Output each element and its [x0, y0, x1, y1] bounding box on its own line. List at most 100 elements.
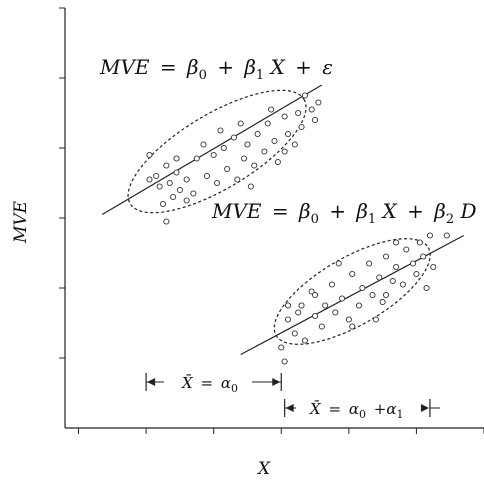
data-point [393, 263, 400, 271]
data-point [359, 284, 366, 292]
data-point [284, 130, 292, 138]
data-point [413, 270, 420, 278]
data-point [281, 148, 288, 155]
data-point [335, 260, 342, 267]
data-point [173, 155, 180, 162]
data-point [183, 197, 190, 204]
data-point [295, 109, 302, 117]
data-point [281, 358, 288, 365]
data-point [224, 165, 231, 173]
data-point [271, 137, 278, 145]
data-point [298, 302, 305, 309]
data-point [376, 274, 383, 281]
data-point [284, 316, 292, 323]
data-point [200, 141, 207, 148]
data-point [339, 295, 346, 302]
data-point [214, 179, 221, 187]
data-point [146, 176, 153, 183]
arrowhead-left [285, 404, 294, 412]
data-point [210, 151, 217, 159]
data-point [193, 155, 200, 162]
annotation-label-alpha0: X̄ = α0 [181, 374, 238, 395]
annotation-label-alpha0-alpha1: X̄ = α0 +α1 [309, 400, 403, 422]
data-point [220, 144, 227, 152]
data-point [156, 183, 163, 190]
regression-line [101, 84, 323, 216]
regression-lines [101, 84, 465, 356]
data-point [251, 162, 258, 169]
data-point [349, 270, 356, 278]
data-point [244, 141, 251, 148]
data-point [261, 148, 268, 155]
arrowhead-right [272, 378, 281, 386]
data-point [311, 291, 319, 299]
data-point [301, 92, 308, 99]
data-point [423, 284, 430, 292]
data-point [399, 281, 406, 288]
data-point [237, 120, 244, 127]
data-point [247, 183, 254, 190]
data-point [322, 302, 329, 309]
data-point [278, 344, 285, 351]
data-point [298, 123, 305, 131]
x-axis-label: X [256, 459, 271, 479]
data-point [291, 330, 298, 337]
data-point [281, 113, 288, 120]
data-point [170, 193, 177, 201]
data-point [328, 281, 335, 288]
data-point [159, 200, 167, 208]
data-point [443, 232, 450, 239]
data-point [372, 316, 379, 323]
data-point [420, 253, 427, 260]
group-ellipse [127, 89, 307, 214]
y-axis-label: MVE [11, 200, 31, 244]
data-point [163, 162, 170, 169]
data-point [301, 337, 308, 344]
axis-ticks [59, 7, 484, 434]
data-point [332, 309, 339, 316]
data-point [426, 232, 433, 239]
data-point [166, 179, 173, 187]
annotations [145, 373, 440, 417]
data-point [190, 190, 197, 197]
data-point [393, 239, 400, 246]
data-point [274, 158, 281, 166]
arrowhead-right [420, 404, 429, 412]
data-point [241, 155, 248, 162]
data-point [163, 218, 170, 225]
data-point [311, 312, 319, 320]
data-point [308, 106, 315, 113]
data-point [430, 263, 437, 271]
data-point [369, 291, 376, 299]
data-point [153, 172, 160, 180]
data-point [379, 298, 386, 306]
data-point [382, 291, 390, 299]
data-point [295, 309, 302, 316]
data-point [173, 169, 180, 176]
lower-equation: MVE = β0 + β1 X + β2 D + ε [211, 199, 484, 228]
data-point [183, 176, 190, 183]
group-ellipse [273, 238, 431, 345]
data-point [268, 106, 275, 113]
data-point [345, 316, 352, 323]
data-point [284, 302, 292, 309]
arrowhead-left [147, 378, 156, 386]
plot-area [59, 7, 484, 434]
data-point [234, 176, 241, 183]
data-point [389, 277, 396, 285]
data-point [311, 116, 319, 124]
data-point [409, 260, 417, 267]
regression-line [240, 234, 465, 356]
data-point [254, 130, 261, 138]
data-point [291, 141, 298, 148]
data-point [403, 246, 410, 253]
data-point [318, 323, 325, 330]
data-point [217, 127, 224, 134]
data-point [230, 134, 238, 141]
data-point [355, 302, 363, 309]
data-point [349, 323, 356, 330]
upper-equation: MVE = β0 + β1 X + ε [99, 55, 333, 84]
data-point [176, 186, 183, 194]
data-point [366, 260, 373, 267]
